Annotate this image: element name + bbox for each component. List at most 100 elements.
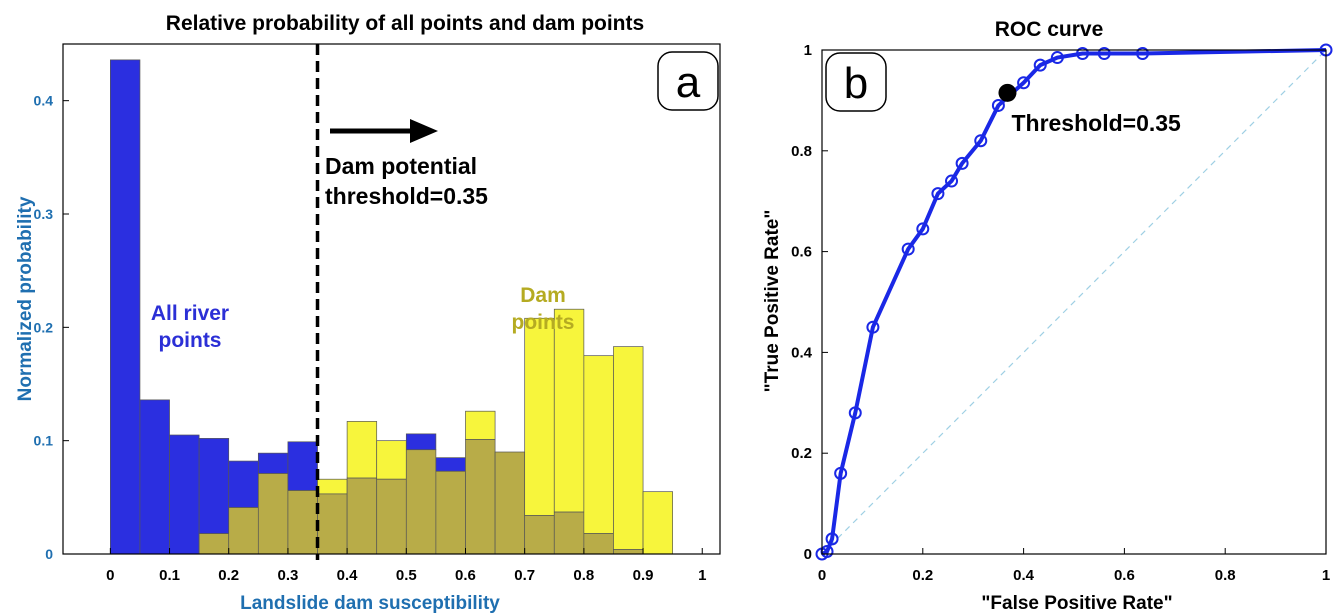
panel-b-roc: ROC curve Threshold=0.35 0 0.2 0.4 0.6 0.8 1 … (762, 18, 1333, 614)
panel-a-axes-box (62, 43, 721, 555)
y-tick-label: 0.2 (34, 319, 54, 335)
y-tick-label: 0.8 (791, 143, 812, 160)
bar-overlap-12 (465, 439, 496, 555)
bar-dam-14 (524, 317, 555, 516)
bar-overlap-7 (317, 493, 348, 555)
panel-b-label: b (844, 59, 868, 108)
bar-dam-17 (613, 346, 644, 550)
series-label-dam-points: Dam points (512, 284, 575, 334)
panel-a-y-ticks: 0 0.1 0.2 0.3 0.4 (34, 93, 69, 562)
x-tick-label: 0.5 (396, 567, 417, 584)
panel-a-title: Relative probability of all points and d… (166, 12, 644, 35)
panel-b-xlabel: "False Positive Rate" (981, 593, 1172, 614)
x-tick-label: 1 (1322, 567, 1330, 584)
bar-dam-12 (465, 410, 496, 440)
y-tick-label: 0 (804, 546, 812, 563)
x-tick-label: 0.3 (277, 567, 298, 584)
reference-diagonal (821, 49, 1327, 555)
bar-overlap-16 (583, 533, 614, 555)
bar-dam-16 (583, 355, 614, 534)
bar-river-2 (169, 434, 200, 555)
roc-point (1136, 47, 1150, 61)
roc-point (1017, 76, 1031, 90)
bar-overlap-6 (287, 490, 318, 555)
panel-b-x-ticks: 0 0.2 0.4 0.6 0.8 1 (818, 548, 1330, 584)
x-tick-label: 0.6 (455, 567, 476, 584)
x-tick-label: 0.2 (218, 567, 239, 584)
roc-point (848, 406, 862, 420)
panel-b-label-box (825, 52, 887, 112)
roc-point (955, 156, 969, 170)
x-tick-label: 0.8 (1215, 567, 1236, 584)
threshold-label-line1: Dam potential (325, 153, 477, 179)
bar-overlap-8 (346, 477, 378, 555)
bar-river-3 (198, 438, 230, 534)
panel-a-xlabel: Landslide dam susceptibility (240, 593, 500, 614)
y-tick-label: 0.1 (34, 433, 54, 449)
panel-b-title: ROC curve (995, 18, 1104, 41)
y-tick-label: 0.4 (791, 344, 813, 361)
panel-a-label: a (676, 58, 701, 107)
roc-point (825, 532, 839, 546)
bar-overlap-4 (228, 507, 259, 555)
bar-dam-9 (376, 440, 407, 480)
panel-a-x-ticks: 0 0.1 0.2 0.3 0.4 0.5 0.6 0.7 0.8 0.9 1 (106, 548, 706, 584)
bar-river-0 (110, 59, 141, 555)
x-tick-label: 0.4 (337, 567, 359, 584)
y-tick-label: 0.3 (34, 206, 54, 222)
roc-point (931, 187, 945, 201)
panel-a-bars (110, 59, 673, 555)
bar-overlap-14 (524, 515, 555, 555)
y-tick-label: 0.4 (34, 93, 54, 109)
panel-a-histogram: Relative probability of all points and d… (15, 12, 721, 614)
x-tick-label: 0.1 (159, 567, 180, 584)
x-tick-label: 0.4 (1013, 567, 1035, 584)
panel-b-axes-box (821, 49, 1327, 555)
panel-a-ylabel: Normalized probability (15, 196, 36, 401)
roc-point (834, 466, 848, 480)
roc-point (991, 98, 1005, 112)
y-tick-label: 0.2 (791, 445, 812, 462)
x-tick-label: 0.7 (514, 567, 535, 584)
threshold-point (998, 83, 1017, 102)
roc-point (1076, 47, 1090, 61)
threshold-point-label: Threshold=0.35 (1011, 110, 1181, 136)
x-tick-label: 1 (698, 567, 706, 584)
roc-point (866, 320, 880, 334)
roc-curve-line (821, 48, 1327, 556)
bar-dam-7 (317, 478, 348, 495)
bar-river-1 (139, 399, 170, 555)
y-tick-label: 0 (45, 546, 53, 562)
bar-river-10 (405, 433, 437, 451)
series-label-all-river-points: All river points (151, 302, 229, 352)
bar-river-4 (228, 460, 259, 508)
roc-point (916, 222, 930, 236)
panel-b-ylabel: "True Positive Rate" (762, 210, 783, 393)
bar-overlap-5 (257, 473, 289, 555)
bar-river-11 (435, 457, 466, 472)
roc-point (1097, 47, 1111, 61)
x-tick-label: 0.9 (633, 567, 654, 584)
x-tick-label: 0.6 (1114, 567, 1135, 584)
panel-a-label-box (657, 51, 719, 111)
x-tick-label: 0.2 (912, 567, 933, 584)
bar-dam-8 (346, 421, 378, 479)
x-tick-label: 0.8 (573, 567, 594, 584)
panel-b-y-ticks: 0 0.2 0.4 0.6 0.8 1 (791, 42, 828, 563)
bar-overlap-11 (435, 470, 466, 555)
roc-point (1033, 58, 1047, 72)
roc-point (901, 242, 915, 256)
threshold-arrow-head-icon (410, 119, 438, 143)
x-tick-label: 0 (818, 567, 826, 584)
bar-dam-18 (642, 491, 673, 555)
roc-point (974, 134, 988, 148)
threshold-label-line2: threshold=0.35 (325, 183, 488, 209)
roc-point (1050, 51, 1064, 65)
bar-overlap-13 (494, 451, 526, 555)
bar-overlap-17 (613, 549, 644, 555)
x-tick-label: 0 (106, 567, 114, 584)
bar-overlap-9 (376, 478, 407, 555)
roc-point (945, 174, 959, 188)
y-tick-label: 1 (804, 42, 812, 59)
